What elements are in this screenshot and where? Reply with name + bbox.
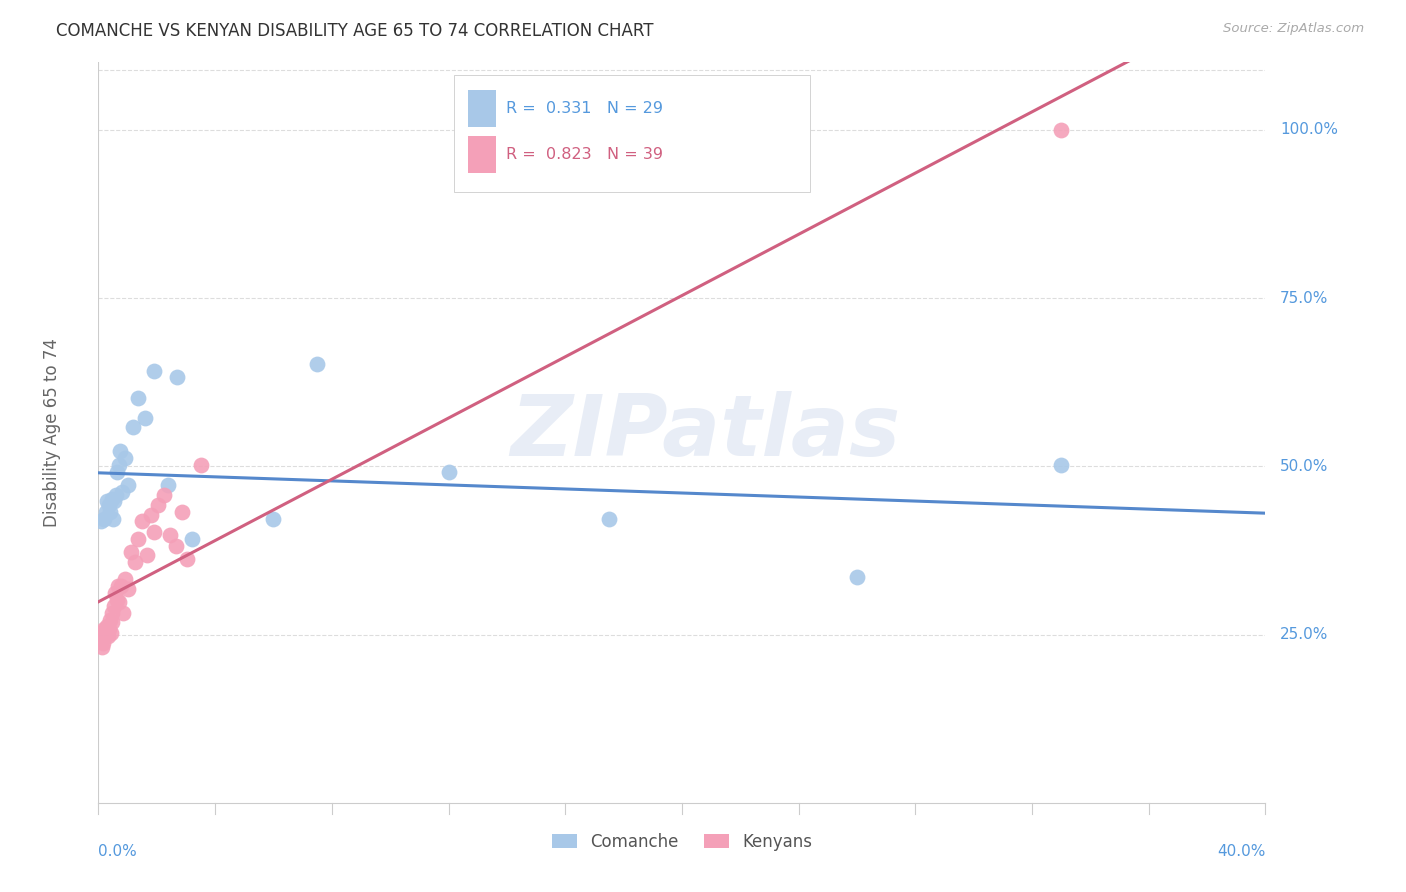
Legend: Comanche, Kenyans: Comanche, Kenyans <box>546 826 818 857</box>
Point <box>94 629 117 643</box>
Point <box>117 582 139 596</box>
Text: COMANCHE VS KENYAN DISABILITY AGE 65 TO 74 CORRELATION CHART: COMANCHE VS KENYAN DISABILITY AGE 65 TO … <box>56 22 654 40</box>
Point <box>104 487 127 501</box>
Text: 100.0%: 100.0% <box>1279 122 1339 137</box>
Point <box>108 458 131 472</box>
Text: 25.0%: 25.0% <box>1279 627 1329 642</box>
Point <box>166 370 188 384</box>
Point <box>190 458 212 472</box>
Point <box>100 626 122 640</box>
Point <box>96 619 118 633</box>
Point <box>131 515 153 529</box>
Point <box>143 525 166 540</box>
Point <box>142 364 165 378</box>
Point <box>153 487 176 501</box>
Point <box>127 532 149 546</box>
Point <box>91 635 114 649</box>
Point <box>101 615 124 630</box>
Point <box>1050 122 1073 136</box>
Point <box>262 512 284 526</box>
Point <box>101 512 124 526</box>
Point <box>90 629 112 643</box>
Point <box>103 599 125 614</box>
Point <box>105 465 128 479</box>
Point <box>114 451 136 466</box>
Bar <box>468 90 496 127</box>
Point <box>157 478 180 492</box>
FancyBboxPatch shape <box>454 75 810 192</box>
Point <box>98 613 121 627</box>
Point <box>307 357 329 371</box>
Point <box>103 494 125 508</box>
Point <box>135 548 157 562</box>
Point <box>97 629 120 643</box>
Point <box>90 626 112 640</box>
Point <box>437 465 460 479</box>
Point <box>96 494 118 508</box>
Point <box>114 572 136 586</box>
Bar <box>468 136 496 173</box>
Point <box>98 505 121 519</box>
Point <box>89 632 111 647</box>
Point <box>170 505 193 519</box>
Point <box>122 420 145 434</box>
Point <box>120 545 142 559</box>
Point <box>94 626 117 640</box>
Point <box>846 570 869 584</box>
Point <box>94 505 117 519</box>
Point <box>105 592 128 607</box>
Text: ZIPatlas: ZIPatlas <box>510 391 900 475</box>
Point <box>108 595 131 609</box>
Point <box>176 552 198 566</box>
Point <box>97 622 120 636</box>
Point <box>139 508 162 522</box>
Point <box>1050 458 1073 472</box>
Point <box>107 579 129 593</box>
Point <box>598 512 620 526</box>
Point <box>127 391 149 405</box>
Text: 75.0%: 75.0% <box>1279 291 1329 305</box>
Point <box>90 640 112 654</box>
Text: Disability Age 65 to 74: Disability Age 65 to 74 <box>44 338 60 527</box>
Point <box>90 515 112 529</box>
Point <box>100 606 122 620</box>
Point <box>117 478 139 492</box>
Point <box>110 579 132 593</box>
Text: R =  0.823   N = 39: R = 0.823 N = 39 <box>506 147 662 162</box>
Point <box>159 528 181 542</box>
Text: R =  0.331   N = 29: R = 0.331 N = 29 <box>506 101 662 116</box>
Point <box>134 410 156 425</box>
Point <box>124 555 146 569</box>
Point <box>93 622 115 636</box>
Point <box>112 606 135 620</box>
Point <box>180 532 202 546</box>
Point <box>100 491 122 506</box>
Point <box>93 512 115 526</box>
Text: 0.0%: 0.0% <box>98 844 138 858</box>
Text: 50.0%: 50.0% <box>1279 458 1329 474</box>
Text: 40.0%: 40.0% <box>1218 844 1265 858</box>
Point <box>97 498 120 512</box>
Text: Source: ZipAtlas.com: Source: ZipAtlas.com <box>1223 22 1364 36</box>
Point <box>165 539 187 553</box>
Point <box>110 444 132 458</box>
Point <box>104 586 127 600</box>
Point <box>148 498 170 512</box>
Point <box>111 484 134 499</box>
